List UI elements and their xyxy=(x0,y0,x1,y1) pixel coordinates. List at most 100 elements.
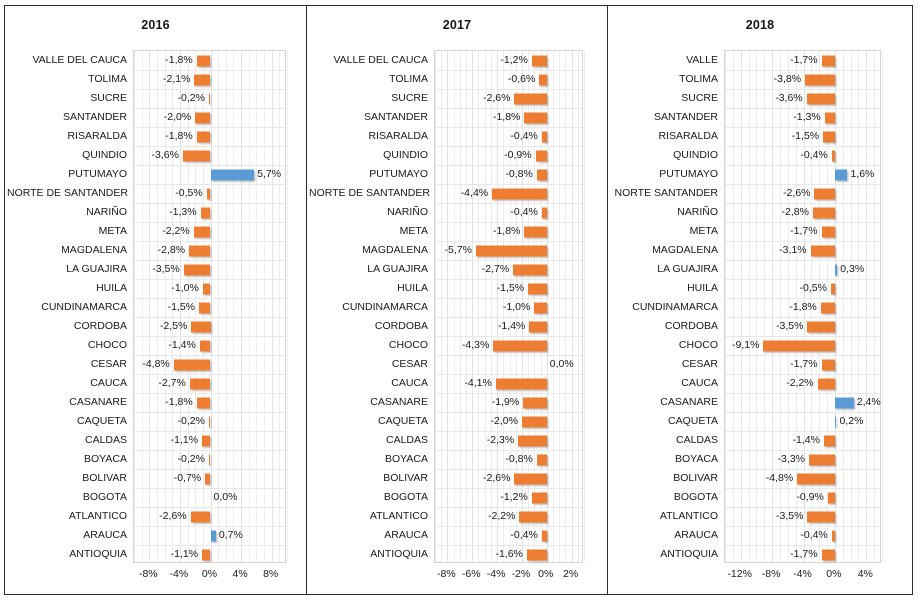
chart-2016: VALLE DEL CAUCA -1,8% TOLIMA -2,1% SUCRE -0,2… xyxy=(5,6,306,594)
gridline-minor xyxy=(764,51,766,562)
data-label: -2,0% xyxy=(163,110,192,123)
gridline-minor xyxy=(850,51,852,562)
gridline-category xyxy=(725,127,880,128)
category-label: VALLE DEL CAUCA xyxy=(32,53,127,66)
gridline-minor xyxy=(842,51,844,562)
panel-container: 2016 VALLE DEL CAUCA -1,8% TOLIMA -2,1% SUCR… xyxy=(4,5,914,595)
category-label: NARIÑO xyxy=(677,205,718,218)
bar-negative xyxy=(807,321,835,332)
gridline-category xyxy=(134,298,285,299)
x-tick-label: -4% xyxy=(169,568,189,580)
category-label: SANTANDER xyxy=(63,110,127,123)
data-label: -2,5% xyxy=(159,319,188,332)
data-label: -5,7% xyxy=(444,243,472,256)
category-label: BOYACA xyxy=(675,452,718,465)
bar-negative xyxy=(200,207,211,218)
gridline-major xyxy=(571,51,573,562)
data-label: -4,4% xyxy=(460,186,489,199)
gridline-category xyxy=(134,450,285,451)
bar-negative xyxy=(495,378,547,389)
category-label: CASANARE xyxy=(660,395,718,408)
bar-negative xyxy=(196,397,211,408)
data-label: -2,2% xyxy=(488,509,516,522)
gridline-category xyxy=(435,70,582,71)
gridline-minor xyxy=(882,51,883,562)
gridline-major xyxy=(834,51,836,562)
data-label: -1,9% xyxy=(491,395,520,408)
category-label: META xyxy=(98,224,127,237)
data-label: 0,3% xyxy=(840,262,865,275)
bar-negative xyxy=(183,264,211,275)
category-label: NORTE SANTANDER xyxy=(614,186,718,199)
bar-negative xyxy=(536,169,547,180)
bar-negative xyxy=(189,378,211,389)
gridline-category xyxy=(435,526,582,527)
data-label: -2,8% xyxy=(157,243,186,256)
gridline-minor xyxy=(225,51,227,562)
data-label: -1,8% xyxy=(165,53,193,66)
gridline-category xyxy=(134,222,285,223)
data-label: -1,4% xyxy=(497,319,526,332)
data-label: 2,4% xyxy=(856,395,881,408)
gridline-category xyxy=(134,355,285,356)
data-label: -0,2% xyxy=(177,452,205,465)
data-label: -0,4% xyxy=(510,528,538,541)
bar-negative xyxy=(797,473,835,484)
bar-negative xyxy=(202,549,211,560)
data-label: -1,2% xyxy=(500,53,528,66)
data-label: 0,0% xyxy=(549,357,574,370)
category-label: QUINDIO xyxy=(82,148,127,161)
x-tick-label: 4% xyxy=(232,568,248,580)
gridline-category xyxy=(134,545,285,546)
bar-negative xyxy=(196,55,211,66)
gridline-category xyxy=(435,89,582,90)
data-label: -2,7% xyxy=(481,262,510,275)
data-label: -2,6% xyxy=(483,91,511,104)
bar-negative xyxy=(810,245,835,256)
data-label: -1,8% xyxy=(165,129,193,142)
data-label: -2,6% xyxy=(783,186,811,199)
bar-negative xyxy=(806,93,835,104)
gridline-category xyxy=(134,488,285,489)
category-label: CUNDINAMARCA xyxy=(342,300,428,313)
data-label: -2,3% xyxy=(486,433,515,446)
category-label: CAUCA xyxy=(681,376,718,389)
gridline-category xyxy=(134,317,285,318)
gridline-major xyxy=(772,51,774,562)
bar-negative xyxy=(541,131,547,142)
category-label: NORTE DE SANTANDER xyxy=(309,186,430,199)
data-label: 0,2% xyxy=(839,414,864,427)
data-label: 0,7% xyxy=(218,528,243,541)
bar-negative xyxy=(807,511,835,522)
gridline-category xyxy=(435,469,582,470)
bar-negative xyxy=(539,74,547,85)
category-label: MAGDALENA xyxy=(61,243,127,256)
data-label: -2,0% xyxy=(490,414,518,427)
bar-negative xyxy=(805,74,835,85)
gridline-major xyxy=(472,51,474,562)
category-label: MAGDALENA xyxy=(362,243,428,256)
data-label: -4,8% xyxy=(765,471,794,484)
gridline-category xyxy=(134,89,285,90)
bar-negative xyxy=(199,340,211,351)
bar-negative xyxy=(196,131,211,142)
gridline-category xyxy=(435,488,582,489)
gridline-minor xyxy=(795,51,797,562)
x-tick-label: 8% xyxy=(263,568,279,580)
data-label: -1,0% xyxy=(171,281,199,294)
gridline-minor xyxy=(478,51,480,562)
category-label: CORDOBA xyxy=(73,319,127,332)
category-label: NARIÑO xyxy=(86,205,127,218)
data-label: -2,7% xyxy=(158,376,186,389)
data-label: -1,8% xyxy=(165,395,193,408)
category-label: SANTANDER xyxy=(364,110,428,123)
panel-title-2017: 2017 xyxy=(442,18,472,32)
chart-2018: VALLE -1,7% TOLIMA -3,8% SUCRE -3,6% SANTANDER… xyxy=(608,6,912,594)
gridline-category xyxy=(435,507,582,508)
data-label: -0,6% xyxy=(507,72,536,85)
gridline-major xyxy=(740,51,742,562)
data-label: -1,7% xyxy=(790,224,818,237)
bar-negative xyxy=(524,226,547,237)
bar-negative xyxy=(173,359,211,370)
gridline-category xyxy=(435,336,582,337)
